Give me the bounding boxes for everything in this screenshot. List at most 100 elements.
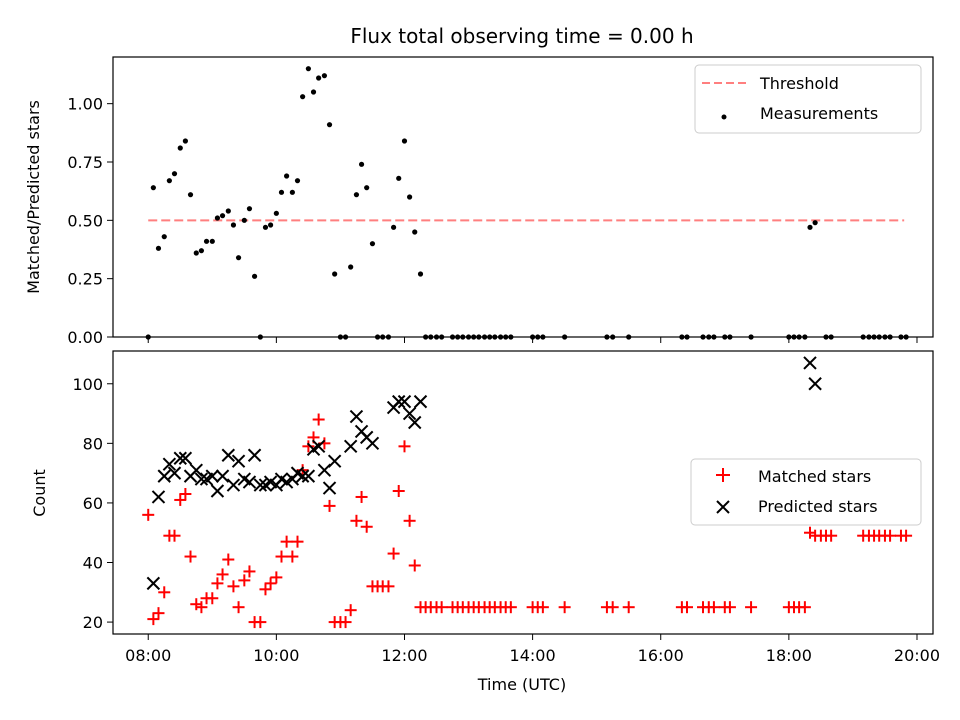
matched-star-point: [408, 559, 421, 572]
x-tick-label: 12:00: [381, 646, 427, 665]
matched-star-point: [606, 601, 619, 614]
measurement-point: [198, 248, 205, 254]
legend-matched-label: Matched stars: [758, 467, 871, 486]
matched-star-point: [403, 514, 416, 527]
matched-star-point: [745, 601, 758, 614]
measurement-point: [396, 175, 402, 181]
measurement-point: [177, 145, 183, 151]
top-legend-box: [694, 64, 922, 134]
measurement-point: [417, 271, 424, 277]
measurement-point: [166, 178, 172, 184]
matched-star-point: [302, 440, 315, 453]
measurement-point: [369, 241, 376, 247]
matched-star-point: [280, 535, 293, 548]
measurement-point: [235, 255, 242, 261]
matched-star-point: [392, 485, 405, 498]
measurement-point: [203, 238, 210, 244]
predicted-star-point: [194, 472, 209, 486]
measurement-point: [812, 220, 818, 226]
matched-star-point: [355, 490, 368, 503]
predicted-star-point: [167, 466, 182, 480]
matched-star-point: [344, 604, 357, 617]
bottom-y-axis-label: Count: [30, 469, 49, 517]
legend-measurements-swatch: [721, 114, 727, 120]
measurement-point: [358, 161, 365, 167]
x-tick-label: 18:00: [766, 646, 812, 665]
measurement-point: [321, 73, 328, 79]
legend-matched-swatch: [716, 468, 730, 482]
top-y-tick-label: 0.25: [67, 270, 103, 289]
matched-star-point: [211, 577, 224, 590]
measurement-point: [305, 66, 311, 72]
top-legend: Threshold Measurements: [694, 64, 922, 134]
matched-star-point: [195, 601, 208, 614]
x-tick-label: 10:00: [253, 646, 299, 665]
legend-predicted-label: Predicted stars: [758, 497, 878, 516]
matched-star-point: [174, 493, 187, 506]
predicted-star-point: [151, 490, 166, 504]
matched-star-point: [804, 526, 816, 539]
measurement-point: [278, 189, 285, 195]
predicted-star-point: [157, 469, 171, 483]
top-y-axis-label: Matched/Predicted stars: [24, 100, 43, 294]
x-axis-label: Time (UTC): [477, 675, 566, 694]
predicted-star-point: [231, 454, 246, 468]
measurement-point: [310, 89, 317, 95]
matched-star-point: [382, 580, 395, 593]
predicted-star-point: [215, 469, 230, 483]
matched-star-point: [158, 586, 171, 599]
predicted-star-point: [311, 439, 326, 454]
measurement-point: [273, 210, 279, 216]
measurement-point: [251, 273, 258, 279]
matched-star-point: [232, 601, 245, 614]
measurement-point: [219, 213, 226, 219]
measurement-point: [332, 271, 338, 277]
predicted-star-point: [162, 457, 177, 471]
matched-star-point: [264, 577, 277, 590]
measurement-point: [214, 215, 221, 221]
matched-star-point: [707, 601, 720, 614]
matched-star-point: [723, 601, 736, 614]
top-panel: 0.00 0.25 0.50 0.75 1.00 Matched/Predicted s…: [24, 56, 934, 347]
matched-star-point: [227, 580, 240, 593]
predicted-star-point: [402, 406, 417, 421]
legend-measurements-label: Measurements: [760, 104, 878, 123]
matched-star-point: [350, 514, 363, 527]
measurement-point: [225, 208, 231, 214]
matched-star-point: [275, 550, 288, 563]
measurement-point: [246, 206, 253, 212]
top-y-tick-label: 0.50: [67, 211, 103, 230]
measurement-point: [289, 189, 295, 195]
measurement-point: [161, 234, 167, 240]
measurement-point: [267, 222, 274, 228]
bottom-axes-frame: [112, 350, 934, 635]
predicted-star-point: [210, 484, 225, 498]
measurement-point: [326, 122, 333, 128]
measurement-point: [171, 171, 178, 177]
predicted-star-point: [178, 451, 193, 465]
measurement-point: [284, 173, 290, 179]
bottom-y-ticks: 20 40 60 80 100: [72, 375, 113, 632]
matched-star-point: [147, 613, 160, 626]
bottom-y-tick-label: 80: [83, 434, 103, 453]
matched-star-point: [798, 601, 811, 614]
matched-star-point: [184, 550, 197, 563]
measurement-point: [412, 229, 418, 235]
matched-star-point: [558, 601, 571, 614]
bottom-legend: Matched stars Predicted stars: [690, 458, 922, 526]
measurement-point: [193, 250, 199, 256]
predicted-star-point: [397, 394, 412, 409]
matched-star-point: [387, 547, 400, 560]
matched-star-point: [681, 601, 693, 614]
predicted-star-point: [205, 469, 220, 483]
predicted-star-point: [365, 436, 380, 451]
matched-star-point: [168, 529, 181, 542]
legend-threshold-label: Threshold: [759, 74, 839, 93]
predicted-star-point: [247, 448, 262, 462]
predicted-star-point: [221, 448, 236, 462]
matched-star-point: [142, 508, 155, 521]
matched-star-point: [286, 550, 299, 563]
bottom-legend-box: [690, 458, 922, 526]
measurement-point: [348, 264, 354, 270]
